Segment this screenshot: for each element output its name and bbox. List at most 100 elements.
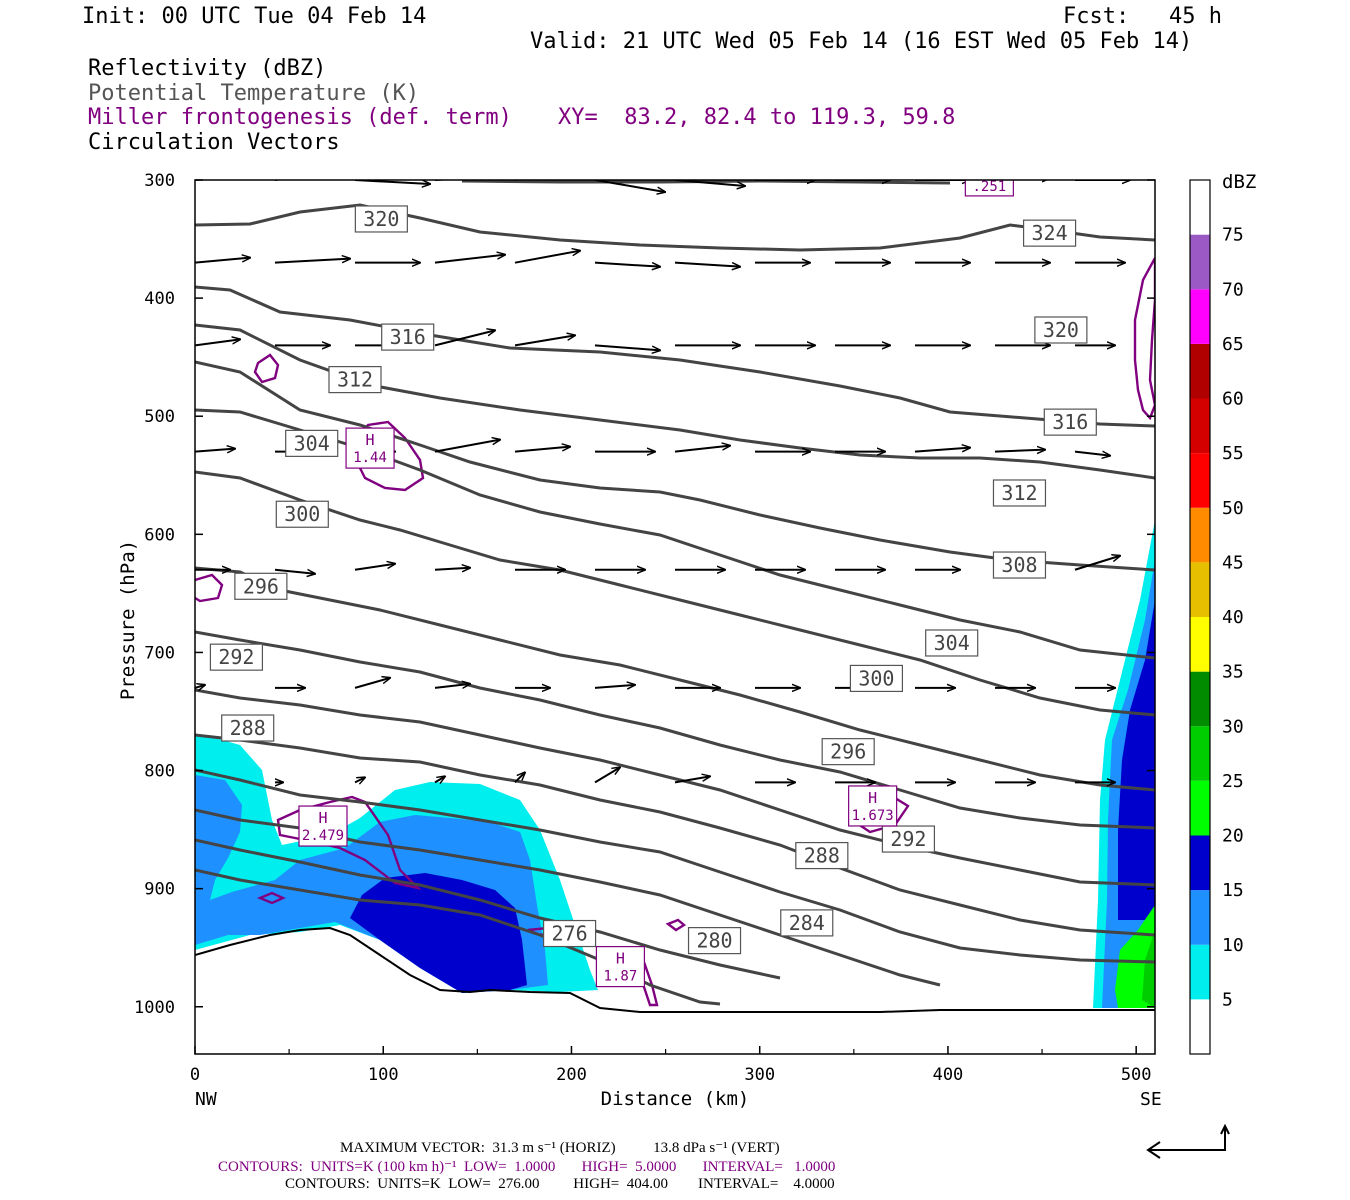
theta-label-box [328,366,382,394]
colorbar-label: 75 [1222,225,1244,246]
circulation-vector [354,564,395,571]
circulation-vector [994,450,1045,452]
colorbar-label: 60 [1222,389,1244,410]
circulation-vector [434,776,445,782]
circulation-vector [674,776,710,784]
y-tick-label: 300 [144,171,175,191]
circulation-vector [434,330,495,347]
theta-label: 276 [552,922,588,946]
theta-contour [195,360,1155,572]
circulation-vector [274,570,315,574]
fronto-label-value: 2.479 [302,828,344,844]
theta-label-box [992,551,1047,579]
colorbar-swatch [1190,562,1210,617]
circulation-vector [595,115,665,121]
cross-section-xy: XY= 83.2, 82.4 to 119.3, 59.8 [558,105,956,130]
colorbar-label: 20 [1222,826,1244,847]
colorbar: 5 10 15 20 25 30 35 40 45 50 55 60 65 70 75 [1189,179,1244,1055]
theta-label: 304 [934,631,970,655]
refl-25-right [1142,930,1155,1008]
x-tick-label: 200 [556,1065,587,1085]
colorbar-label: 10 [1222,935,1244,956]
theta-label-box [780,909,834,937]
colorbar-label: 65 [1222,334,1244,355]
fronto-label-box [298,805,348,847]
colorbar-label: 50 [1222,498,1244,519]
circulation-vector [914,448,970,453]
theta-label-box [209,643,264,671]
colorbar-swatch [1190,999,1210,1054]
theta-labels: 320 324 316 320 312 316 304 312 300 308 296 304 292 3… [209,205,1097,955]
circulation-vector [354,777,365,782]
circulation-vector [514,251,580,264]
theta-label: 288 [804,844,840,868]
colorbar-swatch-top [1190,180,1210,235]
theta-label: 296 [830,740,866,764]
theta-label-box [795,841,849,870]
y-tick-label: 700 [144,643,175,663]
circulation-vector [594,261,660,267]
theta-label: 316 [390,325,426,349]
theta-contour [195,733,1155,937]
circulation-vector [594,180,665,192]
y-tick-label: 1000 [134,998,175,1018]
theta-contour [195,323,1155,480]
footer-contours-theta: CONTOURS: UNITS=K LOW= 276.00 HIGH= 404.… [285,1176,835,1192]
colorbar-label: 15 [1222,880,1244,901]
colorbar-swatch [1190,835,1210,891]
theta-label: 316 [1052,410,1088,434]
theta-label-box [234,572,288,600]
colorbar-swatch [1190,398,1210,454]
y-tick-label: 800 [144,762,175,782]
y-tick-label: 600 [144,525,175,545]
fronto-label-box [345,427,395,469]
theta-label-box [1034,316,1088,344]
theta-label: 288 [230,716,266,740]
x-tick-label: 0 [190,1065,200,1085]
x-tick-label: 300 [744,1065,775,1085]
theta-contour [195,768,1155,964]
footer-contours-fronto: CONTOURS: UNITS=K (100 km h)⁻¹ LOW= 1.00… [218,1159,836,1175]
theta-contour [195,838,781,980]
x-tick-label: 100 [368,1065,399,1085]
circulation-vector [195,180,206,181]
circulation-vector [1074,452,1110,456]
colorbar-swatch [1190,671,1210,727]
circulation-vector [515,180,521,181]
x-axis-title: Distance (km) [601,1088,750,1110]
circulation-vector [434,568,470,570]
circulation-vector [995,113,1050,115]
theta-label-box [849,664,904,693]
colorbar-label: 5 [1222,989,1233,1010]
circulation-vector [434,440,500,453]
circulation-vector [674,446,730,453]
circulation-vector [674,180,745,186]
fronto-contour [665,918,687,932]
fronto-label-h: H [366,431,375,449]
theta-label-box [275,500,329,528]
circulation-vector [594,767,620,784]
circulation-vector [195,449,235,452]
fronto-contour [195,573,224,603]
theta-contour [195,408,1155,660]
fronto-contour [1133,257,1155,421]
theta-label-box [354,205,408,233]
theta-label-box [992,479,1047,507]
fronto-label-value: 1.87 [604,969,638,985]
theta-contour [195,630,1155,830]
x-tick-label: 400 [933,1065,964,1085]
theta-label: 320 [363,207,399,231]
circulation-vector [195,103,265,115]
terrain-line [195,926,1155,1013]
colorbar-swatch [1190,780,1210,836]
y-tick-label: 500 [144,407,175,427]
fronto-label-h: H [318,809,327,827]
circulation-vector [835,113,890,115]
colorbar-swatch [1190,234,1210,290]
circulation-vector [434,684,470,688]
theta-contour [195,868,721,1006]
circulation-vector [435,107,515,115]
circulation-vector [434,255,505,264]
